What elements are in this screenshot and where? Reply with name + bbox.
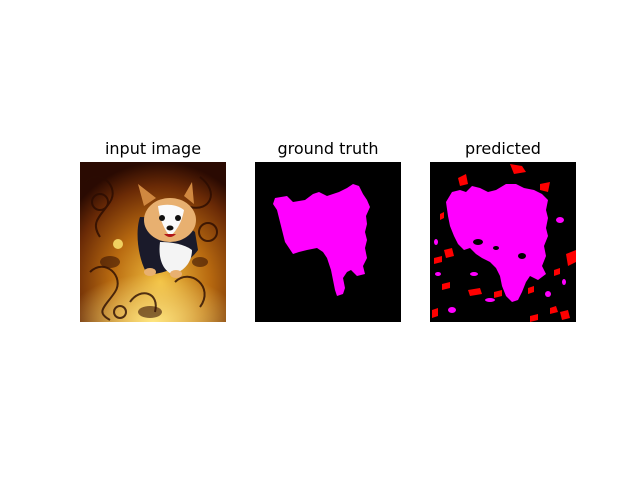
panel-title-input-image: input image bbox=[104, 139, 202, 158]
predicted-foreground bbox=[446, 184, 548, 302]
input-image bbox=[80, 162, 226, 322]
predicted-panel bbox=[430, 162, 576, 322]
input-image-panel bbox=[80, 162, 226, 322]
ground-truth-panel bbox=[255, 162, 401, 322]
ground-truth-mask bbox=[255, 162, 401, 322]
panel-title-ground-truth: ground truth bbox=[277, 139, 379, 158]
panel-title-predicted: predicted bbox=[465, 139, 541, 158]
predicted-mask bbox=[430, 162, 576, 322]
ground-truth-foreground bbox=[273, 184, 370, 296]
